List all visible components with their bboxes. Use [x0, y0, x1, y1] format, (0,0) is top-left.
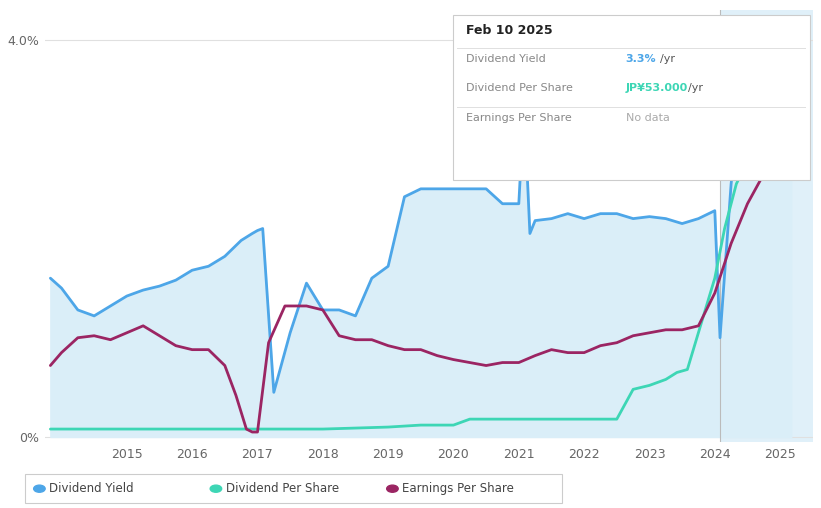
Text: Past: Past: [723, 18, 746, 28]
Text: No data: No data: [626, 113, 669, 123]
Text: Dividend Per Share: Dividend Per Share: [466, 83, 572, 93]
Text: /yr: /yr: [660, 54, 675, 64]
Text: Dividend Yield: Dividend Yield: [466, 54, 545, 64]
Text: JP¥53.000: JP¥53.000: [626, 83, 688, 93]
Text: Dividend Yield: Dividend Yield: [49, 482, 134, 495]
Text: Earnings Per Share: Earnings Per Share: [402, 482, 514, 495]
Text: 3.3%: 3.3%: [626, 54, 656, 64]
Text: Dividend Per Share: Dividend Per Share: [226, 482, 339, 495]
Text: Feb 10 2025: Feb 10 2025: [466, 24, 553, 38]
Text: Earnings Per Share: Earnings Per Share: [466, 113, 571, 123]
Text: /yr: /yr: [688, 83, 703, 93]
Bar: [720, 10, 813, 442]
